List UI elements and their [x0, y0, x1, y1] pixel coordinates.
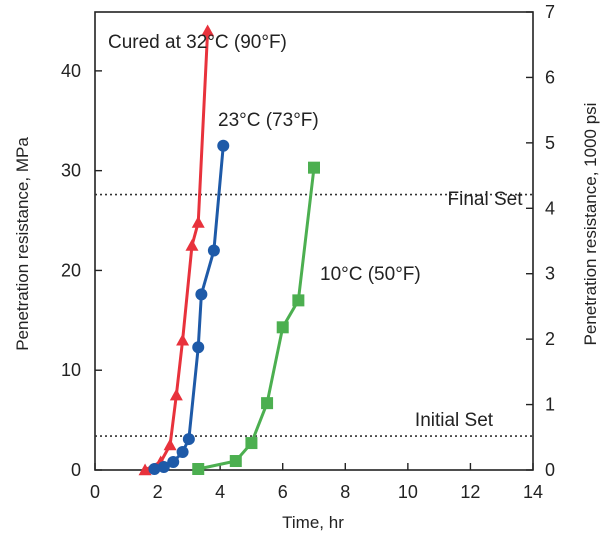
series-line — [152, 144, 225, 471]
y2-tick-label: 4 — [545, 198, 555, 218]
data-point — [217, 139, 230, 152]
y2-axis-title: Penetration resistance, 1000 psi — [581, 103, 600, 346]
series-label-23c: 23°C (73°F) — [218, 110, 319, 131]
y-tick-label: 20 — [61, 260, 81, 280]
data-point — [176, 333, 190, 346]
y-tick-label: 0 — [71, 460, 81, 480]
y2-tick-label: 5 — [545, 133, 555, 153]
series-1 — [148, 139, 230, 476]
data-point — [169, 388, 183, 401]
x-tick-label: 8 — [340, 482, 350, 502]
y2-tick-label: 0 — [545, 460, 555, 480]
series-label-10c: 10°C (50°F) — [320, 264, 421, 285]
data-point — [176, 446, 189, 459]
y2-tick-label: 2 — [545, 329, 555, 349]
series-2 — [192, 161, 320, 476]
data-point — [201, 24, 215, 37]
x-tick-label: 2 — [153, 482, 163, 502]
y-tick-label: 40 — [61, 61, 81, 81]
reference-lines-group — [95, 193, 533, 437]
y-tick-label: 10 — [61, 360, 81, 380]
data-point — [308, 161, 320, 174]
series-line — [196, 166, 316, 471]
y-tick-label: 30 — [61, 161, 81, 181]
x-tick-label: 4 — [215, 482, 225, 502]
x-tick-label: 14 — [523, 482, 543, 502]
data-point — [192, 341, 205, 354]
initial-set-label: Initial Set — [415, 410, 494, 431]
y2-tick-label: 7 — [545, 2, 555, 22]
data-point — [138, 463, 152, 476]
data-point — [292, 294, 305, 307]
data-point — [148, 463, 161, 476]
x-tick-label: 12 — [460, 482, 480, 502]
plot-frame — [94, 11, 534, 471]
axes-group — [94, 11, 534, 471]
y2-tick-label: 6 — [545, 67, 555, 87]
data-point — [185, 238, 199, 251]
data-point — [195, 288, 208, 301]
data-point — [157, 461, 170, 474]
data-point — [182, 433, 195, 446]
x-axis-title: Time, hr — [282, 513, 344, 532]
x-tick-label: 6 — [278, 482, 288, 502]
series-label-32c: Cured at 32°C (90°F) — [108, 32, 287, 53]
final-set-label: Final Set — [448, 189, 524, 210]
data-point — [261, 397, 274, 410]
y2-tick-label: 1 — [545, 395, 555, 415]
y2-tick-label: 3 — [545, 264, 555, 284]
data-point — [207, 244, 220, 257]
data-point — [167, 456, 180, 469]
data-point — [163, 438, 177, 451]
data-point — [276, 321, 289, 334]
y-axis-title: Penetration resistance, MPa — [13, 137, 32, 351]
series-0 — [138, 24, 215, 476]
data-point — [192, 463, 205, 476]
x-tick-label: 0 — [90, 482, 100, 502]
data-point — [245, 437, 258, 450]
data-point — [191, 216, 205, 228]
series-group — [138, 24, 320, 476]
x-tick-label: 10 — [398, 482, 418, 502]
data-point — [229, 455, 242, 468]
